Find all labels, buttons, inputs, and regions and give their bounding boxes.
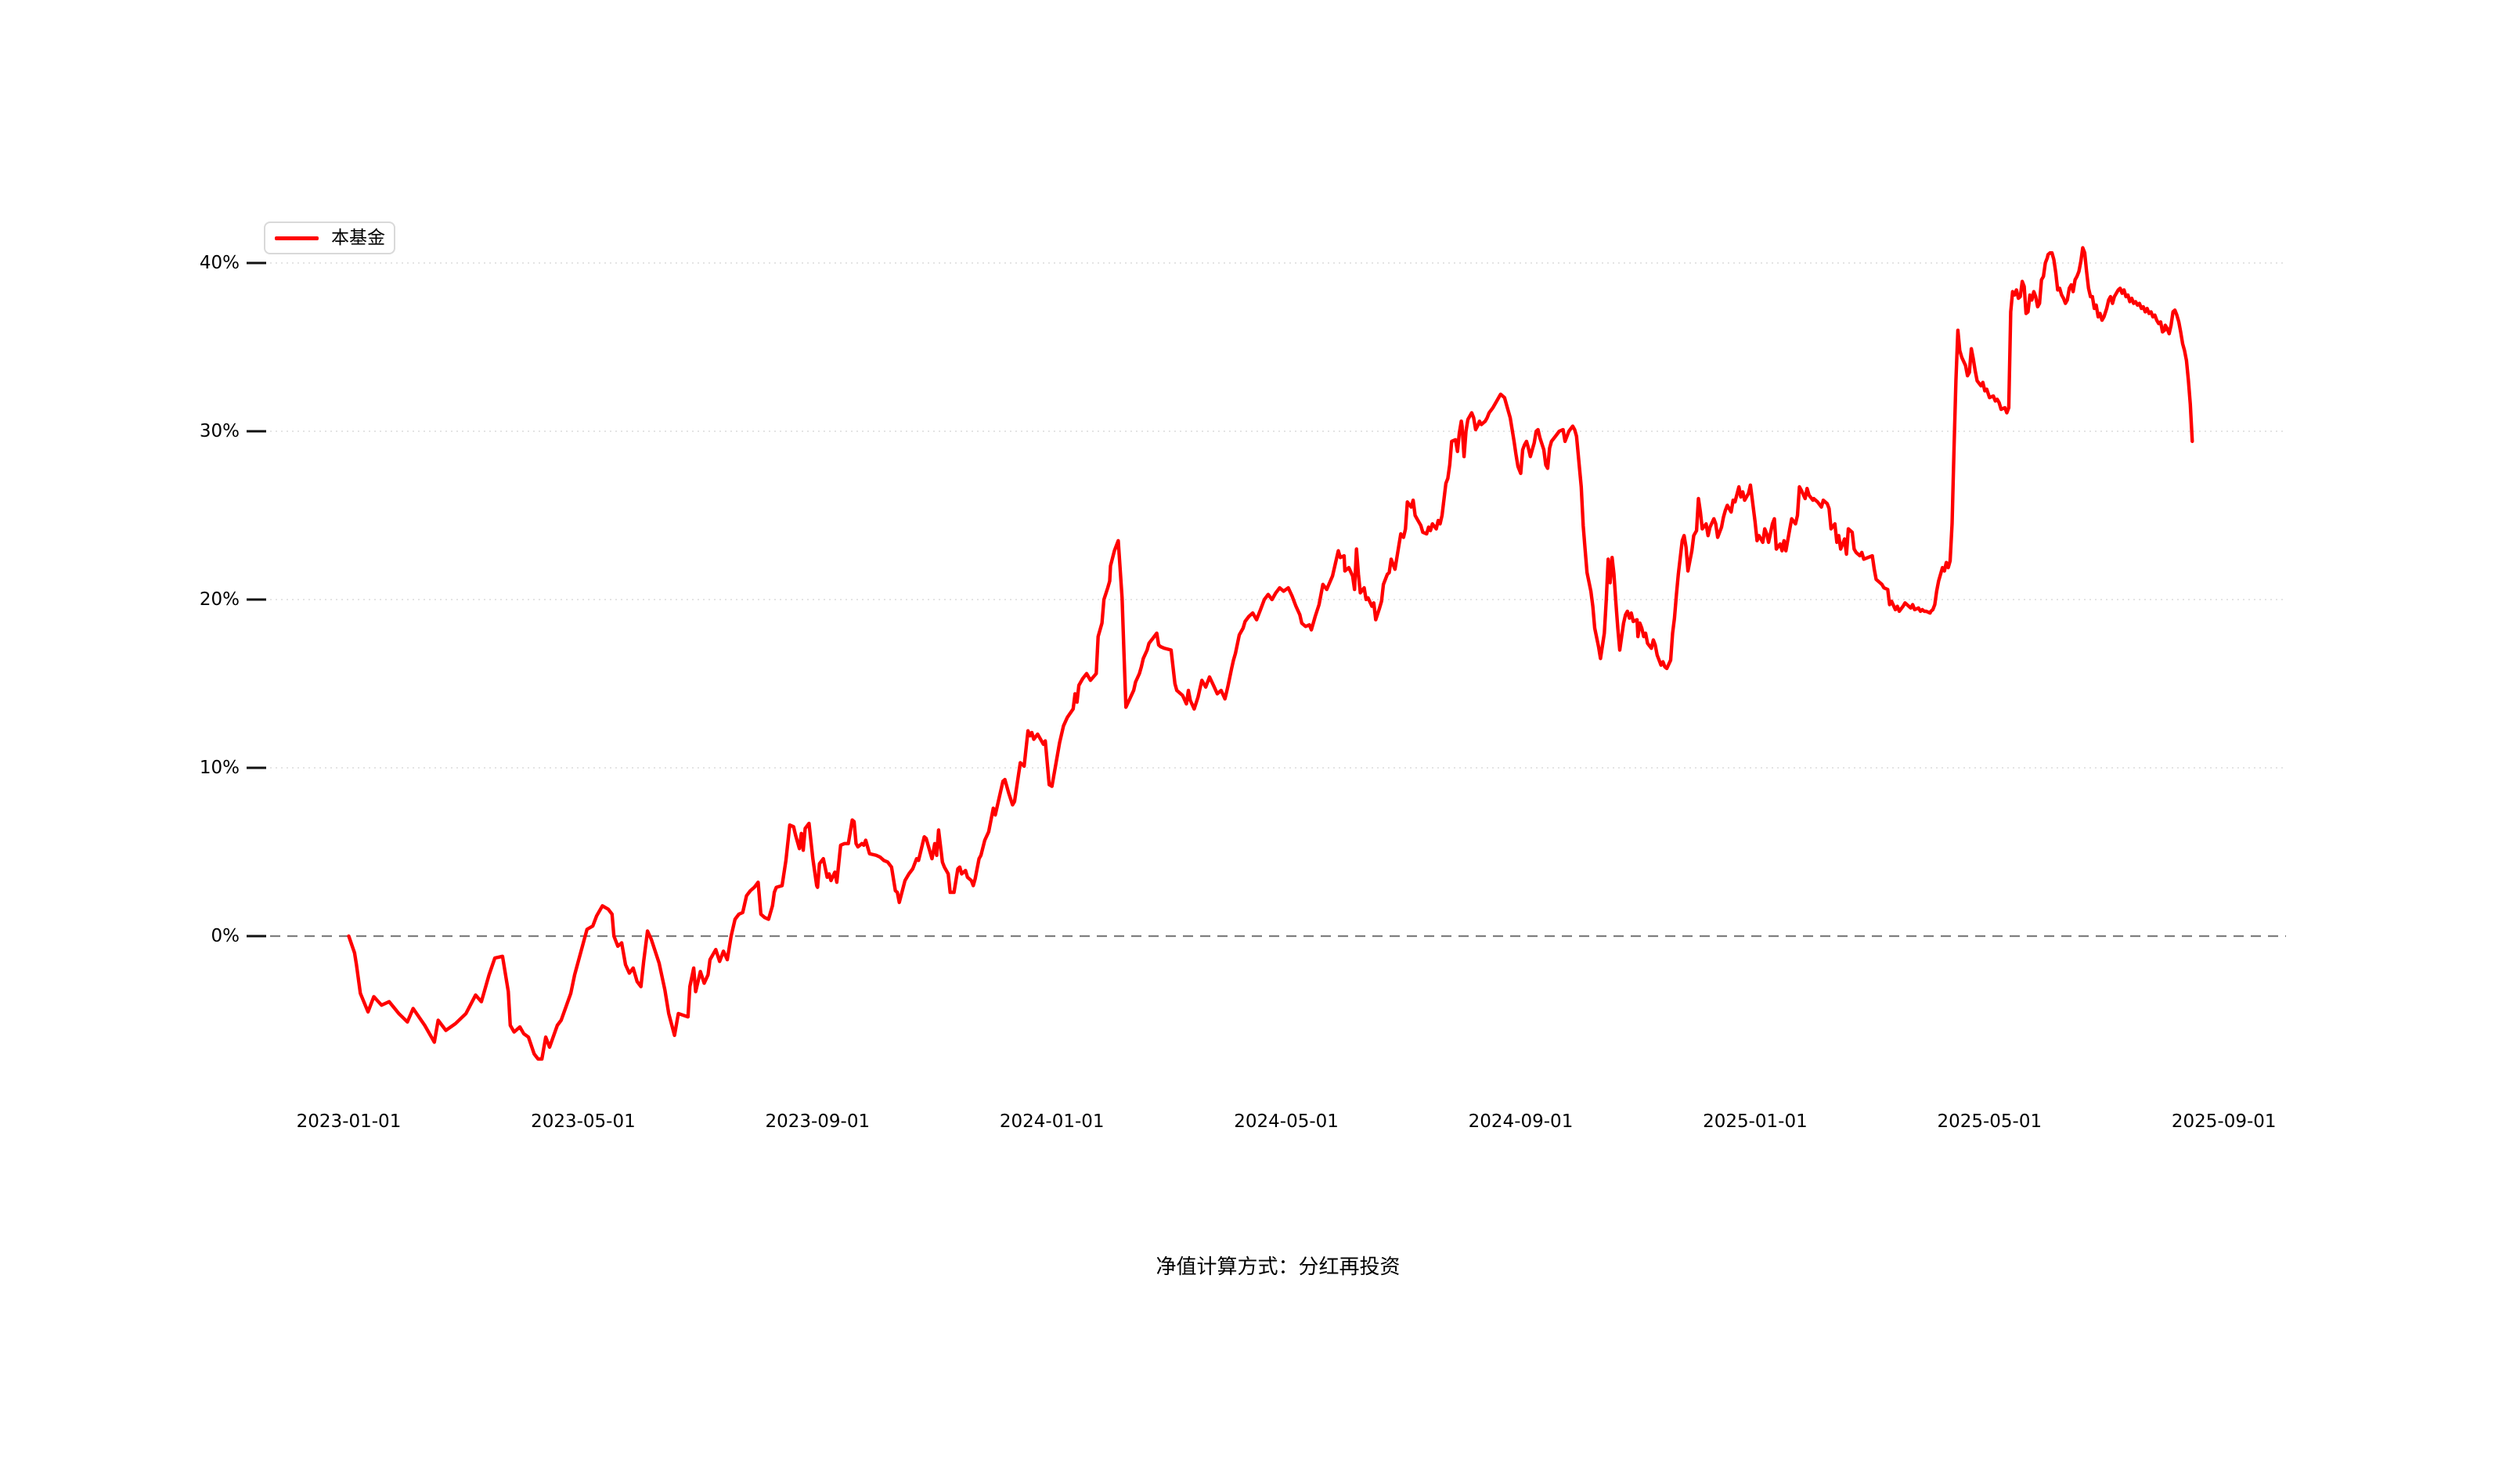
x-axis-label: 2024-01-01 [1000, 1111, 1105, 1132]
chart-caption: 净值计算方式：分红再投资 [1156, 1255, 1401, 1279]
legend-line-swatch [275, 236, 319, 240]
fund-line-series [347, 246, 2194, 1061]
legend-label: 本基金 [331, 227, 385, 248]
y-axis-label: 10% [200, 758, 240, 778]
x-axis-label: 2025-01-01 [1703, 1111, 1808, 1132]
x-axis-label: 2023-01-01 [297, 1111, 402, 1132]
x-axis-label: 2024-05-01 [1234, 1111, 1339, 1132]
y-axis-label: 30% [200, 421, 240, 441]
y-axis-label: 0% [211, 926, 240, 946]
legend[interactable]: 本基金 [264, 222, 395, 254]
y-axis-label: 20% [200, 589, 240, 610]
x-axis-label: 2023-09-01 [765, 1111, 870, 1132]
x-axis-label: 2025-09-01 [2172, 1111, 2277, 1132]
x-axis-label: 2023-05-01 [531, 1111, 636, 1132]
x-axis-label: 2024-09-01 [1469, 1111, 1574, 1132]
y-axis-label: 40% [200, 253, 240, 273]
x-axis-label: 2025-05-01 [1937, 1111, 2042, 1132]
